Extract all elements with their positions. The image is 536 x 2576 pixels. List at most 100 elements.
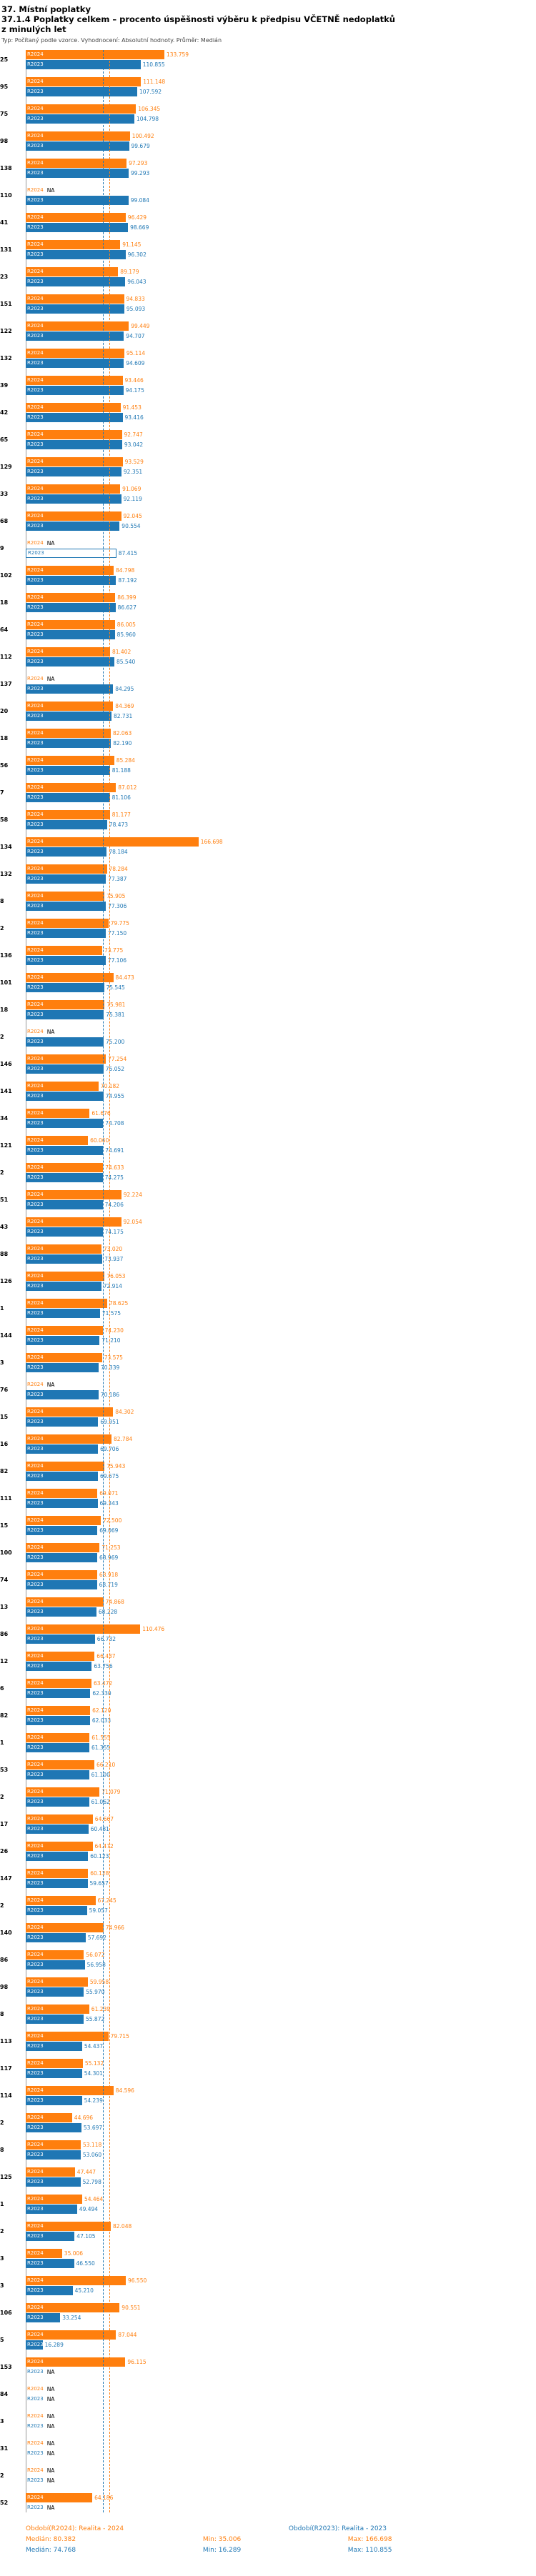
r2024-bar: R2024 xyxy=(26,702,114,711)
bar-pair: R2024 NA R2023 87.415 xyxy=(26,539,536,558)
bar-value: 77.106 xyxy=(107,957,127,964)
r2023-row: R2023 NA xyxy=(26,2476,536,2485)
bar-group: 1 R2024 61.555 R2023 61.355 xyxy=(0,1733,536,1752)
series-label: R2024 xyxy=(27,1164,44,1170)
municipality-id: 3 xyxy=(0,2418,4,2425)
bar-group: 114 R2024 84.596 R2023 54.239 xyxy=(0,2086,536,2105)
series-label: R2024 xyxy=(27,1952,44,1957)
r2024-row: R2024 111.148 xyxy=(26,77,536,86)
municipality-id: 114 xyxy=(0,2092,12,2099)
r2024-row: R2024 NA xyxy=(26,539,536,548)
bar-group: 129 R2024 93.529 R2023 92.351 xyxy=(0,457,536,476)
bar-value: 63.472 xyxy=(94,1680,113,1687)
r2023-bar: R2023 xyxy=(26,1879,88,1888)
r2024-row: R2024 63.472 xyxy=(26,1679,536,1688)
bar-value: 53.697 xyxy=(83,2125,103,2131)
r2023-bar: R2023 xyxy=(26,1716,90,1725)
bar-value: 93.446 xyxy=(124,377,144,384)
series-label: R2024 xyxy=(27,1680,44,1686)
r2024-bar: R2024 xyxy=(26,1136,89,1145)
r2024-bar: R2024 xyxy=(26,2303,120,2312)
series-label: R2023 xyxy=(27,360,44,366)
r2023-bar: R2023 xyxy=(26,1309,100,1318)
bar-group: 122 R2024 99.449 R2023 94.707 xyxy=(0,321,536,341)
r2023-bar: R2023 xyxy=(26,847,107,857)
series-label: R2023 xyxy=(27,1066,44,1072)
bar-value: 62.033 xyxy=(91,1717,111,1724)
bar-value: 59.657 xyxy=(89,1880,109,1887)
bar-value: 98.669 xyxy=(130,224,149,231)
r2023-bar: R2023 xyxy=(26,1119,104,1128)
r2023-bar: R2023 xyxy=(26,2259,74,2268)
series-label: R2024 xyxy=(27,784,44,790)
r2023-row: R2023 55.970 xyxy=(26,1987,536,1997)
na-value: NA xyxy=(46,2423,55,2430)
bar-pair: R2024 73.575 R2023 70.339 xyxy=(26,1353,536,1372)
max-r2024: Max: 166.698 xyxy=(347,2536,392,2543)
series-label: R2024 xyxy=(27,1029,44,1034)
bar-pair: R2024 71.079 R2023 61.062 xyxy=(26,1787,536,1807)
bar-group: 12 R2024 66.437 R2023 63.756 xyxy=(0,1652,536,1671)
r2024-bar: R2024 xyxy=(26,566,114,575)
bar-value: 75.943 xyxy=(106,1463,126,1469)
r2024-row: R2024 44.696 xyxy=(26,2113,536,2122)
bar-value: 70.186 xyxy=(100,1392,120,1398)
bar-pair: R2024 86.005 R2023 85.960 xyxy=(26,620,536,639)
series-label: R2023 xyxy=(27,794,44,800)
bar-value: 106.345 xyxy=(138,106,161,112)
bar-pair: R2024 NA R2023 NA xyxy=(26,2412,536,2431)
bar-value: 33.254 xyxy=(62,2315,81,2321)
series-label: R2024 xyxy=(27,1409,44,1414)
bar-group: 20 R2024 84.369 R2023 82.731 xyxy=(0,702,536,721)
r2023-row: R2023 NA xyxy=(26,2395,536,2404)
r2023-row: R2023 75.381 xyxy=(26,1010,536,1019)
series-label: R2023 xyxy=(27,2477,44,2483)
r2024-bar: R2024 xyxy=(26,1353,102,1362)
municipality-id: 18 xyxy=(0,599,9,606)
series-label: R2023 xyxy=(27,1609,44,1614)
r2024-bar: R2024 xyxy=(26,1977,88,1987)
r2023-row: R2023 60.123 xyxy=(26,1852,536,1861)
r2023-row: R2023 62.033 xyxy=(26,1716,536,1725)
bar-group: 140 R2024 74.966 R2023 57.692 xyxy=(0,1923,536,1942)
r2024-bar: R2024 xyxy=(26,1516,101,1525)
bar-pair: R2024 56.072 R2023 56.958 xyxy=(26,1950,536,1970)
series-label: R2024 xyxy=(27,2169,44,2175)
bar-value: 55.132 xyxy=(84,2060,104,2067)
r2023-row: R2023 68.719 xyxy=(26,1580,536,1589)
municipality-id: 8 xyxy=(0,2147,4,2153)
bar-group: 82 R2024 75.943 R2023 69.675 xyxy=(0,1462,536,1481)
bar-value: 95.114 xyxy=(126,350,146,356)
bar-pair: R2024 94.833 R2023 95.093 xyxy=(26,294,536,314)
bar-value: 74.708 xyxy=(105,1120,124,1127)
r2024-row: R2024 84.596 xyxy=(26,2086,536,2095)
na-value: NA xyxy=(46,2396,55,2402)
r2024-bar: R2024 xyxy=(26,2222,111,2231)
r2024-bar: R2024 xyxy=(26,1244,101,1254)
bar-value: 69.071 xyxy=(99,1490,119,1497)
bar-group: 6 R2024 63.472 R2023 62.330 xyxy=(0,1679,536,1698)
r2023-row: R2023 104.798 xyxy=(26,114,536,124)
series-label: R2024 xyxy=(27,594,44,600)
r2024-bar: R2024 xyxy=(26,1054,106,1064)
r2023-bar: R2023 xyxy=(26,2177,81,2187)
r2024-row: R2024 NA xyxy=(26,2385,536,2394)
r2023-row: R2023 74.275 xyxy=(26,1173,536,1182)
r2024-bar: R2024 xyxy=(26,919,109,928)
series-label: R2024 xyxy=(27,1517,44,1523)
series-label: R2024 xyxy=(27,1599,44,1604)
series-label: R2024 xyxy=(27,1870,44,1876)
r2024-bar: R2024 xyxy=(26,2167,75,2177)
r2023-bar: R2023 xyxy=(26,1824,89,1834)
series-label: R2023 xyxy=(27,1826,44,1832)
bar-value: 104.798 xyxy=(137,116,159,122)
bar-value: 81.188 xyxy=(111,767,131,774)
bar-group: 2 R2024 NA R2023 75.200 xyxy=(0,1027,536,1047)
municipality-id: 52 xyxy=(0,2500,9,2506)
r2023-row: R2023 74.175 xyxy=(26,1227,536,1237)
na-value: NA xyxy=(46,1382,55,1388)
bar-group: 98 R2024 100.492 R2023 99.679 xyxy=(0,131,536,151)
bar-value: 74.275 xyxy=(104,1174,124,1181)
chart-footer: Období(R2024): Realita - 2024 Období(R20… xyxy=(0,2524,536,2556)
r2023-row: R2023 98.669 xyxy=(26,223,536,232)
